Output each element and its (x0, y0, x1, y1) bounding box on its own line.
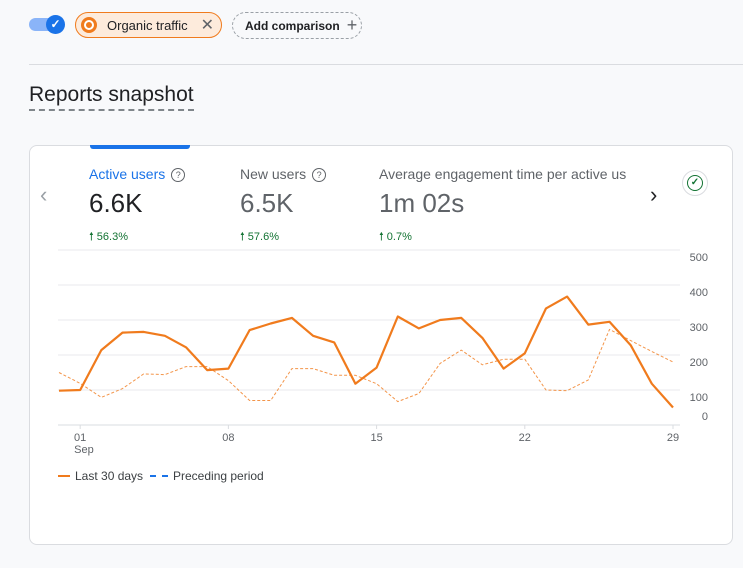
metric-name: New users (240, 166, 307, 182)
selected-tab-indicator (90, 145, 190, 149)
y-tick-label: 100 (690, 392, 708, 404)
chevron-left-icon[interactable]: ‹ (40, 182, 48, 207)
x-tick-label: 15 (370, 432, 382, 444)
add-comparison-label: Add comparison (245, 18, 340, 33)
metric-value: 1m 02s (379, 188, 465, 218)
metric-change: 🠕 0.7% (379, 231, 412, 243)
insights-check-button[interactable]: ✓ (682, 170, 708, 196)
x-tick-label: 29 (667, 432, 679, 444)
segment-icon (81, 17, 97, 33)
y-tick-label: 400 (690, 287, 708, 299)
reports-snapshot-card (29, 145, 733, 545)
x-tick-label: 08 (222, 432, 234, 444)
series-line-last-30-days (58, 295, 674, 409)
metric-name: Average engagement time per active us (379, 166, 627, 182)
comparison-toggle[interactable]: ✓ (29, 15, 65, 34)
y-tick-label: 0 (702, 411, 708, 423)
help-icon[interactable]: ? (171, 168, 186, 182)
metric-tab-avg-engagement[interactable]: Average engagement time per active us 1m… (379, 166, 637, 247)
series-line-preceding-period (58, 328, 674, 403)
legend-solid-line (58, 475, 70, 477)
comparison-chip-organic-traffic[interactable]: Organic traffic ✕ (75, 12, 222, 38)
metric-change: 🠕 56.3% (89, 231, 128, 243)
divider (29, 64, 743, 65)
y-tick-label: 500 (690, 252, 708, 264)
metric-value: 6.5K (240, 188, 294, 218)
check-circle-icon: ✓ (687, 175, 703, 191)
metric-value: 6.6K (89, 188, 143, 218)
chevron-right-icon[interactable]: › (650, 182, 658, 207)
metric-change: 🠕 57.6% (240, 231, 279, 243)
add-comparison-button[interactable]: Add comparison + (232, 12, 362, 39)
legend-label: Preceding period (173, 469, 264, 483)
legend-dashed-line (150, 475, 168, 477)
help-icon[interactable]: ? (312, 168, 327, 182)
x-tick-label: 01 (74, 432, 86, 444)
legend-item-preceding-period: Preceding period (150, 469, 264, 483)
change-value: 0.7% (386, 231, 412, 243)
chip-label: Organic traffic (107, 17, 188, 33)
plus-icon: + (346, 15, 358, 35)
metric-name: Active users (89, 166, 166, 182)
change-value: 57.6% (247, 231, 279, 243)
y-tick-label: 300 (690, 322, 708, 334)
page-title: Reports snapshot (29, 83, 194, 111)
check-icon: ✓ (46, 15, 65, 34)
change-value: 56.3% (96, 231, 128, 243)
legend-item-last-30-days: Last 30 days (58, 469, 143, 483)
x-tick-sublabel: Sep (74, 444, 94, 456)
close-icon[interactable]: ✕ (200, 17, 214, 34)
metric-tab-active-users[interactable]: Active users? 6.6K 🠕 56.3% (89, 166, 186, 247)
legend-label: Last 30 days (75, 469, 144, 483)
y-tick-label: 200 (690, 357, 708, 369)
metric-tab-new-users[interactable]: New users? 6.5K 🠕 57.6% (240, 166, 327, 247)
x-tick-label: 22 (519, 432, 531, 444)
